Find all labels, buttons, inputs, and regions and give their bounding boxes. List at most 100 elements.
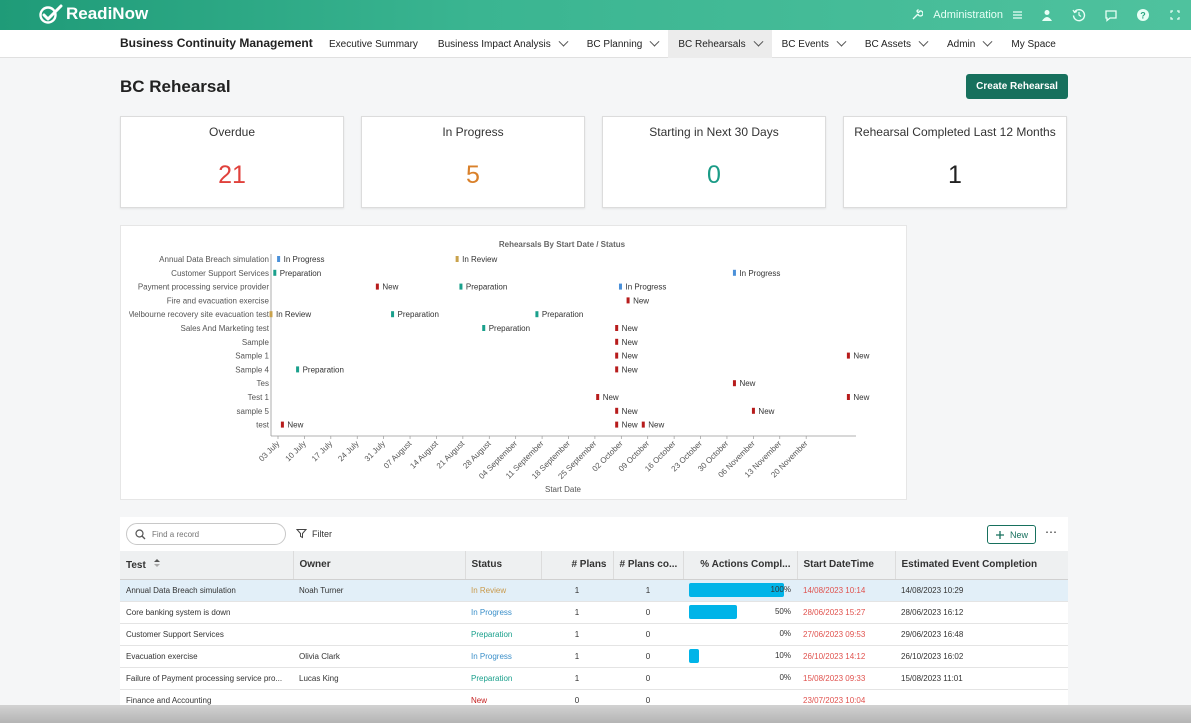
nav-item-bc-events[interactable]: BC Events	[772, 30, 855, 58]
cell-test: Customer Support Services	[120, 623, 293, 646]
help-icon[interactable]: ?	[1127, 0, 1159, 30]
chat-icon[interactable]	[1095, 0, 1127, 30]
cell-test: Annual Data Breach simulation	[120, 579, 293, 602]
chart-point[interactable]: Preparation	[459, 283, 507, 292]
table-row[interactable]: Failure of Payment processing service pr…	[120, 667, 1068, 690]
chart-point-marker	[846, 394, 850, 400]
chart-point[interactable]: New	[375, 283, 399, 292]
kpi-card-starting-next-30-days[interactable]: Starting in Next 30 Days 0	[602, 116, 826, 208]
table-row[interactable]: Annual Data Breach simulation Noah Turner…	[120, 579, 1068, 602]
chevron-down-icon	[836, 36, 847, 47]
fullscreen-icon[interactable]	[1159, 0, 1191, 30]
nav-item-bc-planning[interactable]: BC Planning	[577, 30, 669, 58]
nav-item-my-space[interactable]: My Space	[1001, 30, 1065, 58]
cell-test: Failure of Payment processing service pr…	[120, 667, 293, 690]
chart-point[interactable]: New	[626, 296, 650, 305]
cell-plans-complete: 0	[613, 645, 683, 668]
nav-item-label: BC Assets	[864, 38, 911, 50]
column-header-test[interactable]: Test	[120, 551, 294, 580]
rehearsals-scatter-chart: Rehearsals By Start Date / Status Start …	[129, 240, 870, 494]
column-header-status[interactable]: Status	[465, 551, 542, 580]
wrench-icon[interactable]	[901, 0, 933, 30]
progress-percent: 0%	[779, 673, 791, 682]
kpi-card-overdue[interactable]: Overdue 21	[120, 116, 344, 208]
cell-start-datetime: 26/10/2023 14:12	[797, 645, 895, 668]
column-header-owner[interactable]: Owner	[293, 551, 466, 580]
chart-point-marker	[455, 256, 459, 262]
administration-menu[interactable]: Administration	[933, 9, 1031, 21]
user-icon[interactable]	[1031, 0, 1063, 30]
chart-point-label: In Progress	[739, 269, 780, 278]
history-icon[interactable]	[1063, 0, 1095, 30]
create-rehearsal-button[interactable]: Create Rehearsal	[966, 74, 1068, 99]
chart-point[interactable]: New	[615, 421, 638, 430]
table-row[interactable]: Core banking system is down In Progress 1 0…	[120, 601, 1068, 624]
chart-point[interactable]: In Review	[269, 310, 312, 319]
chart-point[interactable]: Preparation	[482, 324, 530, 333]
chart-point[interactable]: Preparation	[535, 310, 583, 319]
column-header-estimated-completion[interactable]: Estimated Event Completion	[895, 551, 1068, 580]
cell-owner	[293, 601, 465, 624]
cell-plans-complete: 0	[613, 667, 683, 690]
progress-bar: 100%	[689, 583, 797, 597]
svg-text:?: ?	[1140, 11, 1146, 21]
filter-button[interactable]: Filter	[296, 528, 332, 539]
chart-point-label: New	[648, 421, 664, 430]
search-input[interactable]	[152, 529, 272, 539]
cell-status: In Review	[465, 579, 541, 602]
chart-point[interactable]: New	[280, 421, 304, 430]
progress-bar: 0%	[689, 627, 797, 641]
search-box[interactable]	[126, 523, 286, 545]
chart-point[interactable]: In Progress	[618, 283, 666, 292]
chart-point[interactable]: In Progress	[277, 255, 325, 264]
chart-point[interactable]: New	[615, 324, 638, 333]
chart-point[interactable]: New	[615, 352, 638, 361]
kpi-card-in-progress[interactable]: In Progress 5	[361, 116, 585, 208]
chart-point[interactable]: New	[846, 352, 870, 361]
cell-plans: 1	[541, 601, 613, 624]
chart-point[interactable]: New	[641, 421, 665, 430]
nav-item-admin[interactable]: Admin	[937, 30, 1001, 58]
nav-item-executive-summary[interactable]: Executive Summary	[319, 30, 428, 58]
chart-point[interactable]: New	[615, 338, 638, 347]
cell-test: Core banking system is down	[120, 601, 293, 624]
nav-item-bc-rehearsals[interactable]: BC Rehearsals	[668, 30, 772, 58]
nav-menu: Executive Summary Business Impact Analysi…	[319, 30, 1066, 58]
cell-estimated-completion: 28/06/2023 16:12	[895, 601, 1068, 624]
chart-category-label: Customer Support Services	[171, 269, 269, 278]
chart-point[interactable]: New	[751, 407, 775, 416]
chart-point[interactable]: New	[615, 365, 638, 374]
chart-point-label: Preparation	[489, 324, 530, 333]
nav-item-bc-assets[interactable]: BC Assets	[855, 30, 937, 58]
chart-point[interactable]: In Review	[455, 255, 498, 264]
column-header-plans[interactable]: # Plans	[541, 551, 614, 580]
cell-start-datetime: 14/08/2023 10:14	[797, 579, 895, 602]
chart-point[interactable]: New	[596, 393, 619, 402]
progress-bar: 0%	[689, 671, 797, 685]
kpi-card-completed-last-12-months[interactable]: Rehearsal Completed Last 12 Months 1	[843, 116, 1067, 208]
cell-start-datetime: 27/06/2023 09:53	[797, 623, 895, 646]
column-header-actions-complete[interactable]: % Actions Compl...	[683, 551, 798, 580]
column-header-plans-complete[interactable]: # Plans co...	[613, 551, 684, 580]
kpi-title: Rehearsal Completed Last 12 Months	[854, 125, 1056, 139]
table-row[interactable]: Evacuation exercise Olivia Clark In Progre…	[120, 645, 1068, 668]
more-options-icon[interactable]: ⋯	[1045, 525, 1057, 539]
new-record-button[interactable]: New	[987, 525, 1036, 544]
chart-point[interactable]: In Progress	[732, 269, 780, 278]
nav-item-business-impact-analysis[interactable]: Business Impact Analysis	[428, 30, 577, 58]
chart-point[interactable]: Preparation	[273, 269, 321, 278]
chart-point-label: New	[622, 421, 638, 430]
cell-plans-complete: 0	[613, 623, 683, 646]
chart-point[interactable]: New	[732, 379, 756, 388]
chart-point[interactable]: Preparation	[296, 365, 344, 374]
chart-point[interactable]: New	[615, 407, 638, 416]
column-header-start-datetime[interactable]: Start DateTime	[797, 551, 896, 580]
chart-point-marker	[618, 283, 622, 290]
chart-point[interactable]: New	[846, 393, 870, 402]
chart-point-marker	[482, 325, 486, 331]
chart-point-marker	[615, 325, 619, 331]
rehearsals-chart-panel: Rehearsals By Start Date / Status Start …	[120, 225, 907, 500]
app-logo[interactable]: ReadiNow	[38, 4, 148, 24]
table-row[interactable]: Customer Support Services Preparation 1 0 0%…	[120, 623, 1068, 646]
chart-point[interactable]: Preparation	[391, 310, 439, 319]
